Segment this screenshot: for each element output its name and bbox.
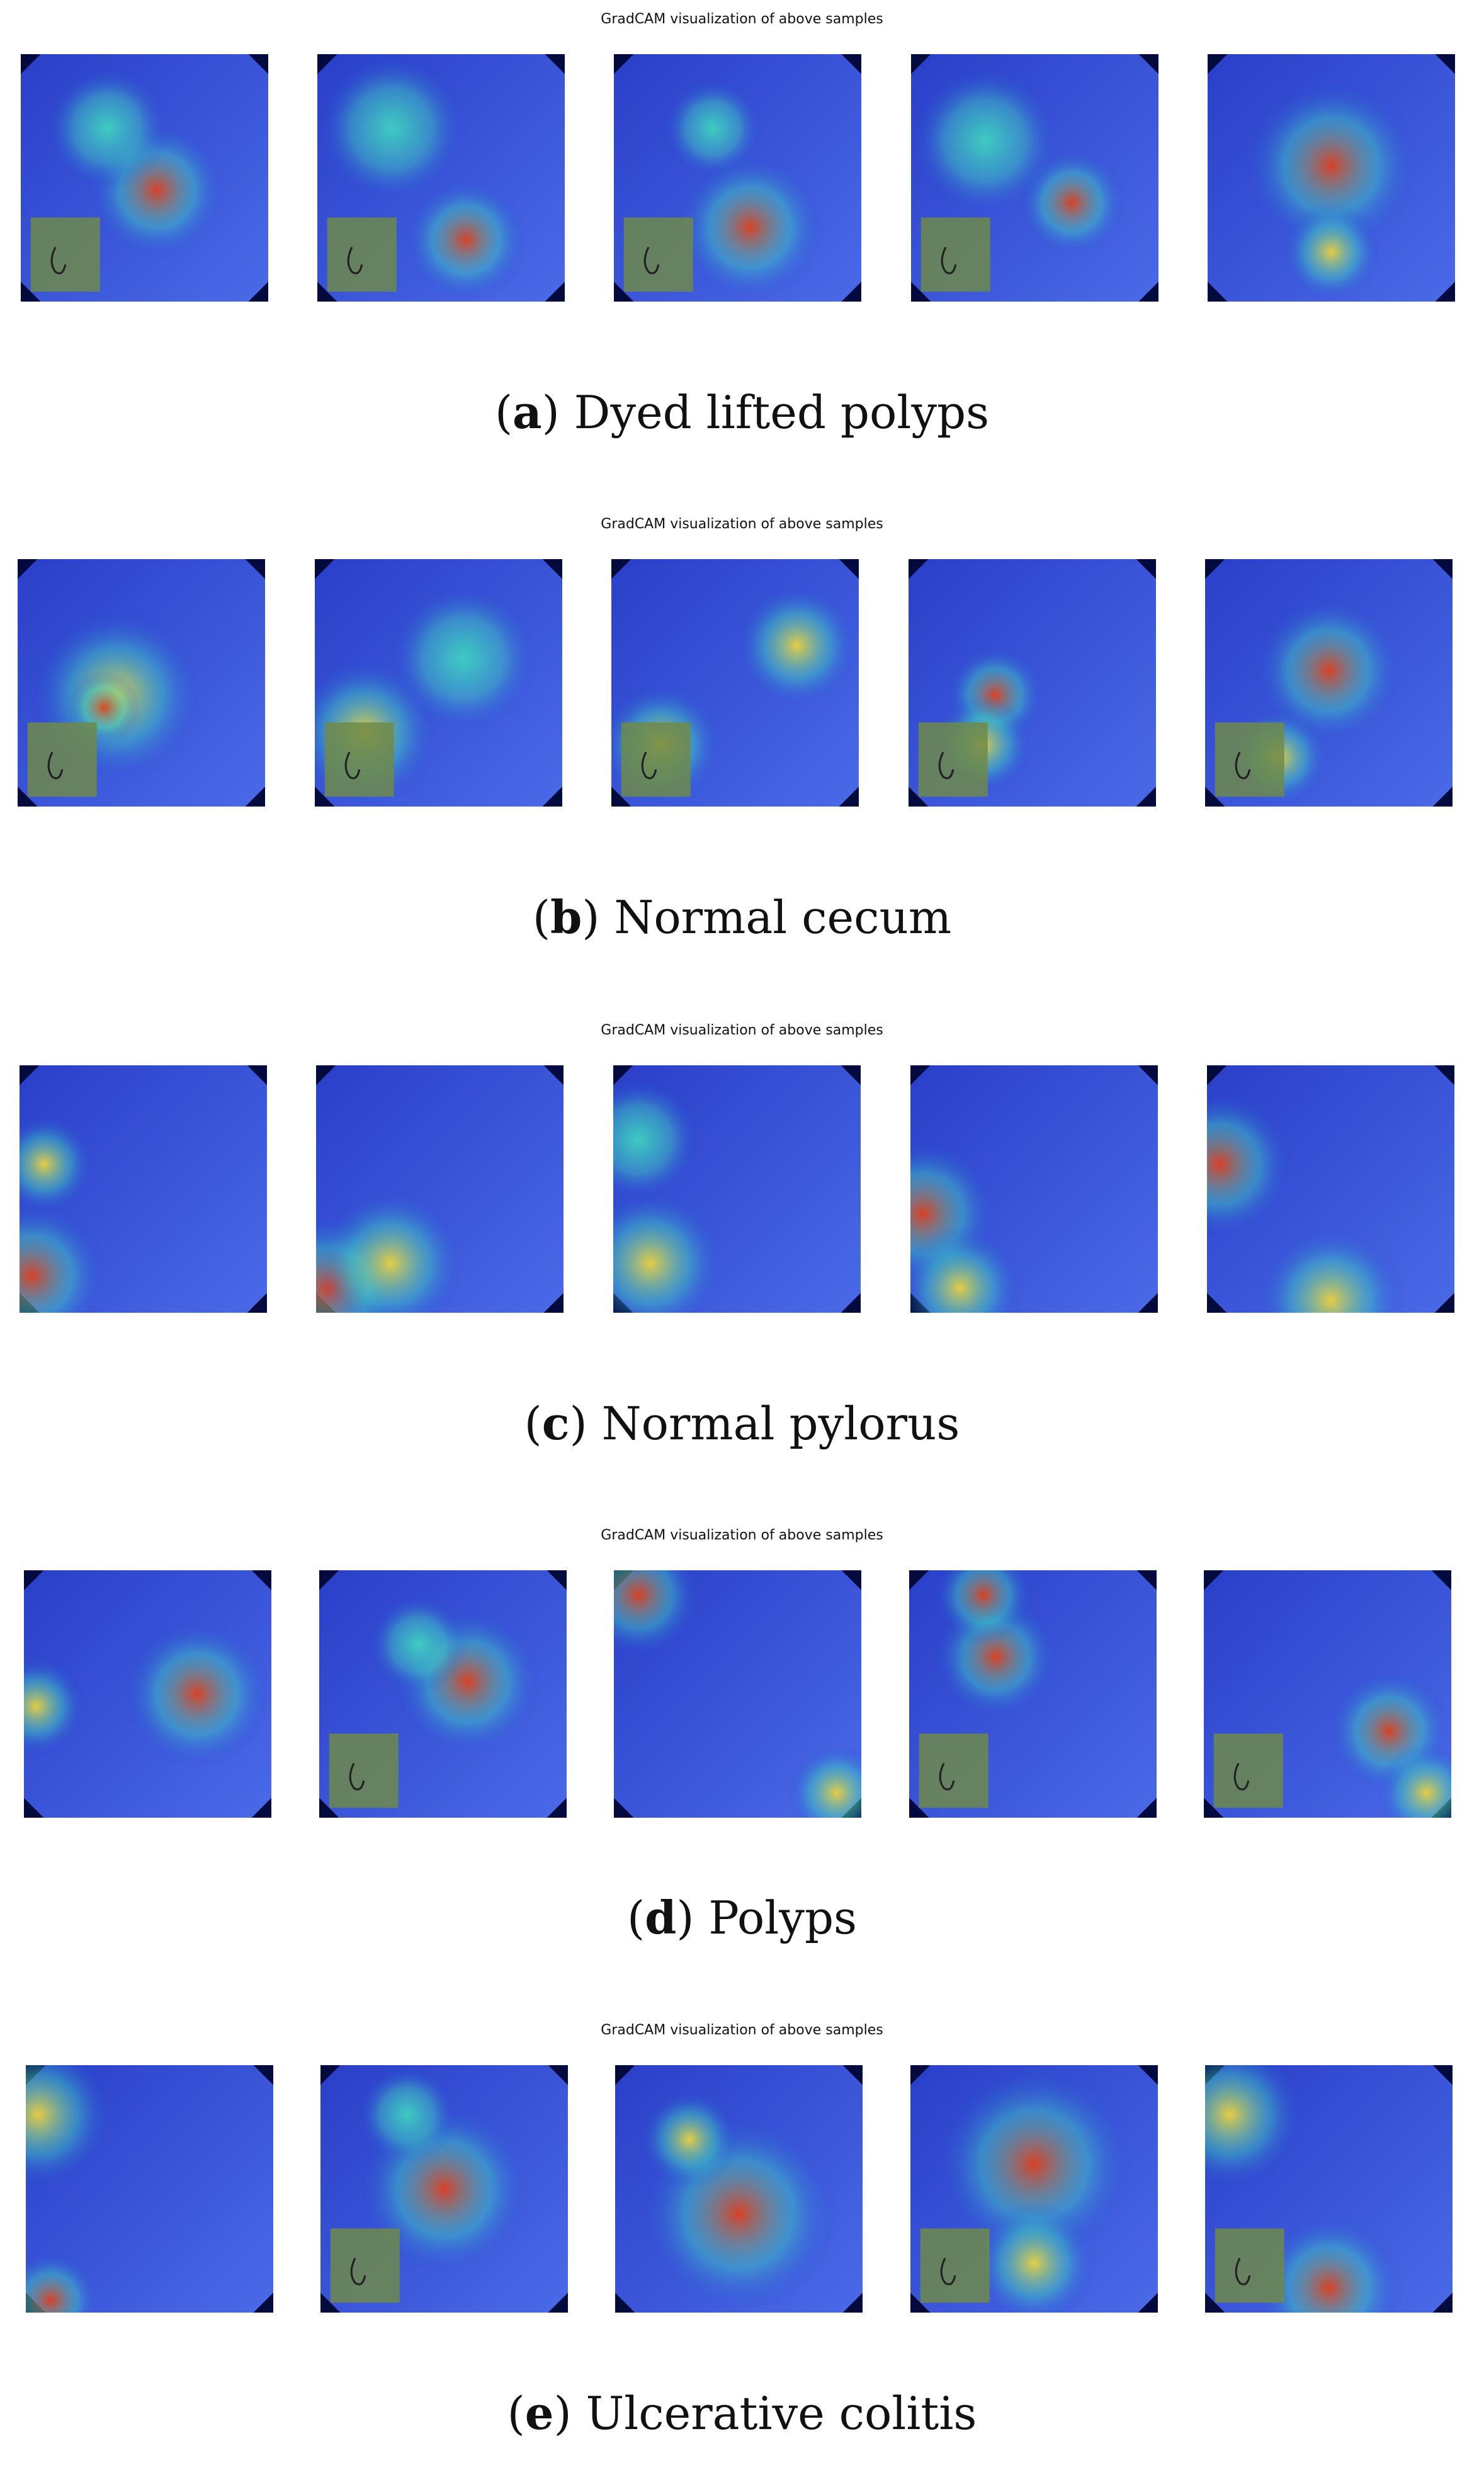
heatmap-overlay [909, 559, 1156, 807]
gradcam-image [910, 2065, 1158, 2313]
panel-a: GradCAM visualization of above samples [0, 11, 1484, 452]
heatmap-overlay [1207, 1065, 1454, 1313]
panel-title: GradCAM visualization of above samples [601, 1527, 883, 1543]
heatmap-overlay [21, 54, 268, 302]
heatmap-overlay [909, 1570, 1157, 1818]
gradcam-image [20, 1065, 267, 1313]
panel-letter: d [645, 1891, 677, 1944]
heatmap-overlay [615, 2065, 863, 2313]
heatmap-overlay [316, 1065, 564, 1313]
gradcam-image [24, 1570, 271, 1818]
gradcam-image [1207, 1065, 1454, 1313]
panel-c: GradCAM visualization of above samples [0, 1023, 1484, 1463]
gradcam-image [614, 54, 861, 302]
heatmap-overlay [1205, 559, 1453, 807]
gradcam-image [26, 2065, 273, 2313]
heatmap-overlay [315, 559, 562, 807]
panel-title: GradCAM visualization of above samples [601, 2022, 883, 2038]
heatmap-overlay [614, 54, 861, 302]
panel-e: GradCAM visualization of above samples [0, 2022, 1484, 2463]
gradcam-image [613, 1065, 861, 1313]
panel-caption: (e) Ulcerative colitis [507, 2386, 977, 2440]
heatmap-overlay [24, 1570, 271, 1818]
heatmap-overlay [320, 2065, 568, 2313]
heatmap-overlay [18, 559, 265, 807]
gradcam-image [320, 2065, 568, 2313]
heatmap-overlay [614, 1570, 861, 1818]
panel-caption: (b) Normal cecum [532, 890, 952, 944]
panel-label: Polyps [708, 1891, 858, 1944]
gradcam-image [1204, 1570, 1451, 1818]
panel-caption: (a) Dyed lifted polyps [494, 385, 990, 439]
heatmap-overlay [1205, 2065, 1453, 2313]
gradcam-image [21, 54, 268, 302]
heatmap-overlay [20, 1065, 267, 1313]
gradcam-image [1208, 54, 1455, 302]
heatmap-overlay [317, 54, 565, 302]
gradcam-image [18, 559, 265, 807]
panel-title: GradCAM visualization of above samples [601, 516, 883, 532]
panel-letter: a [513, 385, 542, 439]
gradcam-image [911, 54, 1158, 302]
panel-caption: (d) Polyps [626, 1891, 858, 1944]
panel-caption: (c) Normal pylorus [524, 1396, 960, 1450]
heatmap-overlay [1208, 54, 1455, 302]
panel-letter: c [541, 1396, 570, 1450]
gradcam-image [614, 1570, 861, 1818]
panel-label: Normal pylorus [601, 1397, 960, 1450]
gradcam-image [1205, 559, 1453, 807]
gradcam-image [316, 1065, 564, 1313]
gradcam-image [611, 559, 859, 807]
heatmap-overlay [319, 1570, 567, 1818]
panel-letter: e [524, 2386, 554, 2440]
gradcam-image [319, 1570, 567, 1818]
panel-title: GradCAM visualization of above samples [601, 1023, 883, 1038]
panel-label: Normal cecum [614, 891, 952, 944]
gradcam-image [317, 54, 565, 302]
panel-label: Dyed lifted polyps [574, 386, 990, 439]
heatmap-overlay [613, 1065, 861, 1313]
gradcam-image [315, 559, 562, 807]
heatmap-overlay [611, 559, 859, 807]
heatmap-overlay [910, 1065, 1158, 1313]
panel-title: GradCAM visualization of above samples [601, 11, 883, 27]
gradcam-image [910, 1065, 1158, 1313]
gradcam-image [909, 1570, 1157, 1818]
heatmap-overlay [910, 2065, 1158, 2313]
gradcam-image [909, 559, 1156, 807]
gradcam-image [1205, 2065, 1453, 2313]
gradcam-image [615, 2065, 863, 2313]
heatmap-overlay [1204, 1570, 1451, 1818]
heatmap-overlay [911, 54, 1158, 302]
panel-b: GradCAM visualization of above samples [0, 516, 1484, 957]
panel-label: Ulcerative colitis [586, 2387, 977, 2440]
panel-letter: b [550, 890, 582, 944]
panel-d: GradCAM visualization of above samples [0, 1527, 1484, 1968]
heatmap-overlay [26, 2065, 273, 2313]
